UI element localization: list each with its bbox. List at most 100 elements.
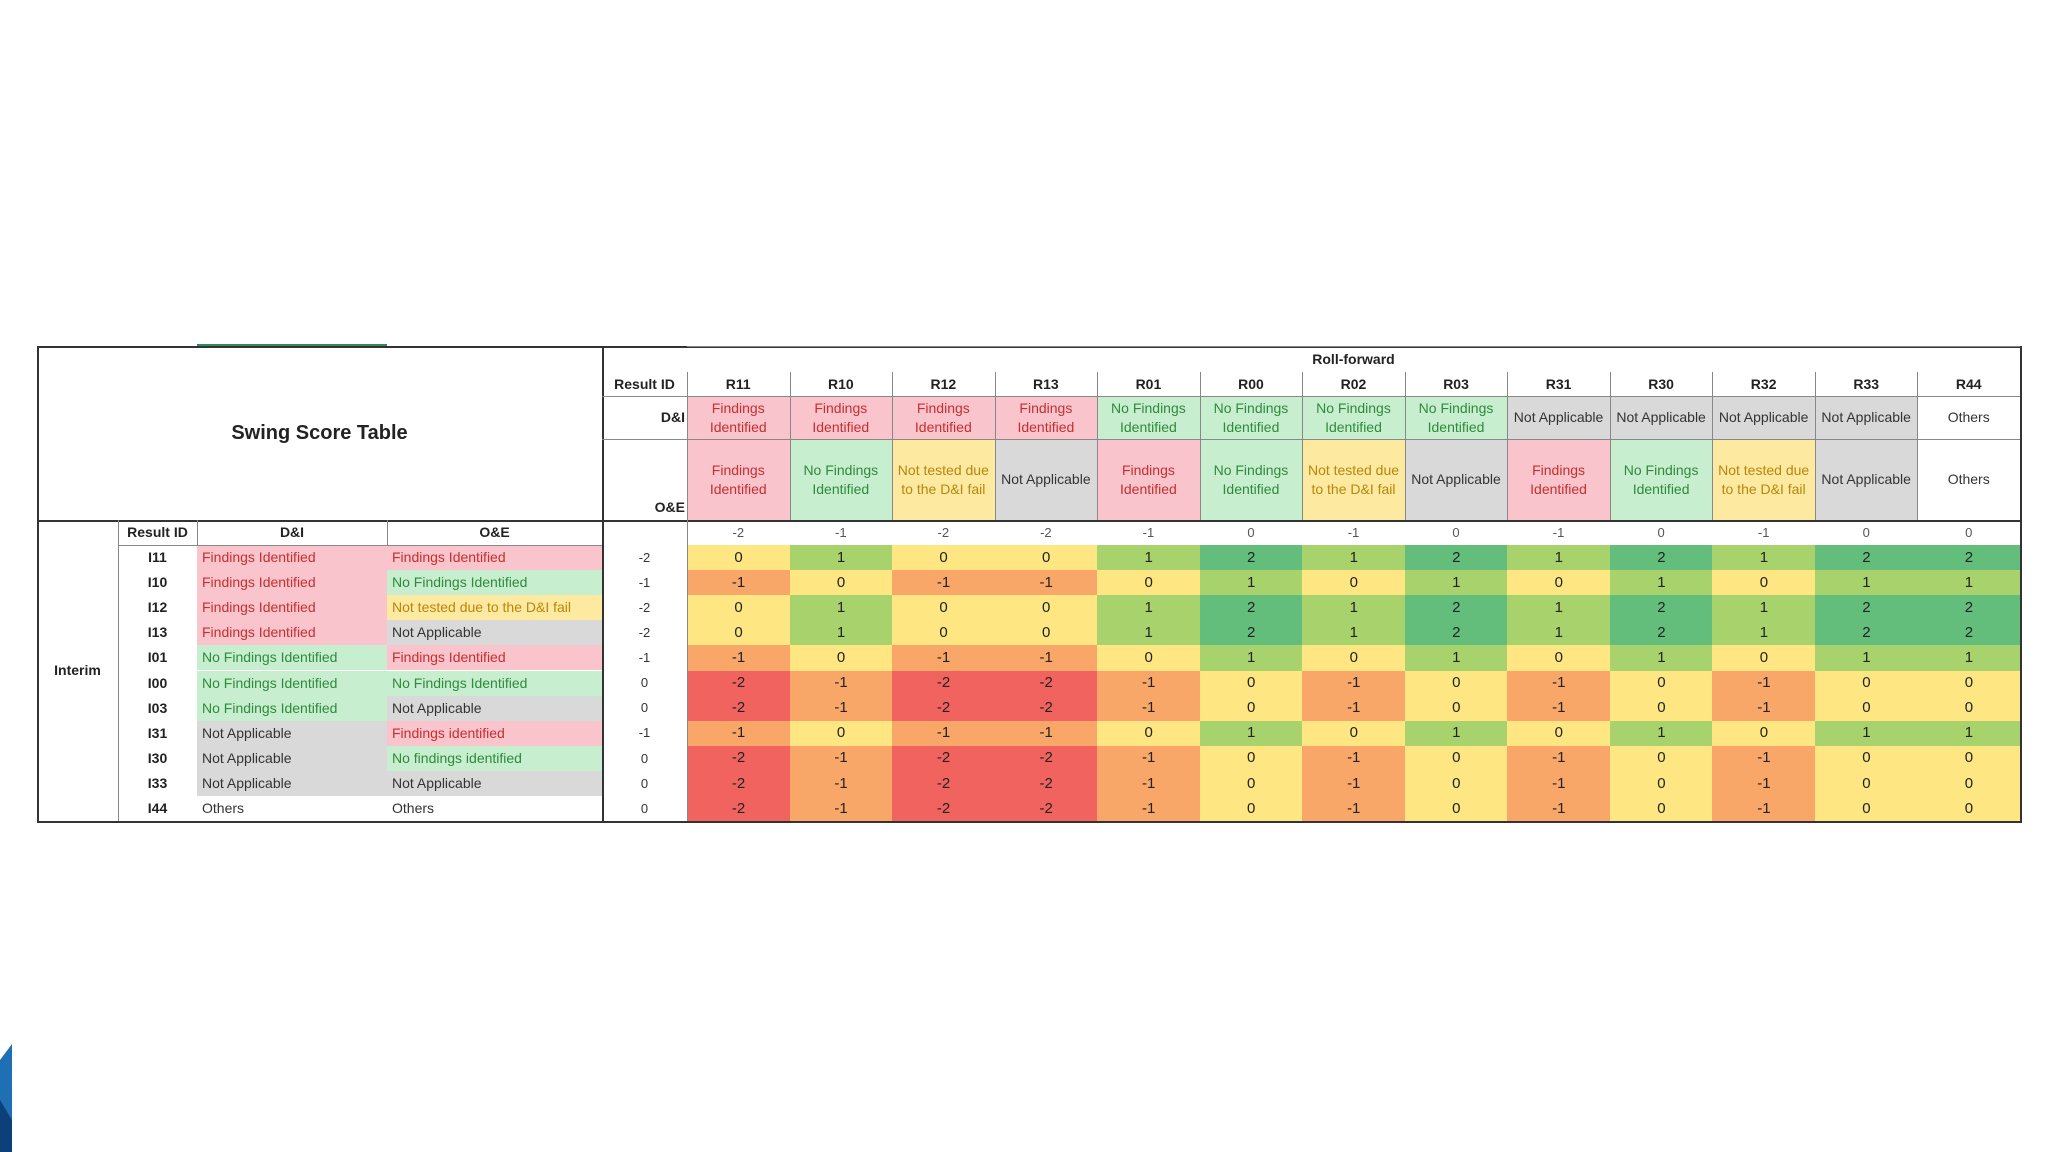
- column-oe: Not Applicable: [1814, 439, 1918, 520]
- column-oe: No Findings Identified: [1609, 439, 1713, 520]
- row-score: -2: [638, 599, 651, 615]
- row-id: I10: [147, 574, 168, 591]
- rule: [1404, 372, 1406, 520]
- column-oe: Others: [1917, 439, 2020, 520]
- column-oe: Findings Identified: [1507, 439, 1610, 520]
- score-cell: 2: [1609, 545, 1713, 571]
- score-cell: 0: [1814, 670, 1918, 697]
- score-cell: 2: [1917, 595, 2021, 621]
- column-score: 0: [1657, 524, 1665, 540]
- rule: [602, 346, 604, 822]
- score-cell: 0: [1097, 570, 1201, 596]
- column-oe: No Findings Identified: [1199, 439, 1303, 520]
- column-di: Findings Identified: [892, 396, 995, 439]
- score-cell: 0: [1404, 770, 1508, 797]
- column-oe: Not tested due to the D&I fail: [1712, 439, 1815, 520]
- row-di: Findings Identified: [197, 570, 387, 596]
- score-cell: -1: [1302, 695, 1406, 722]
- column-di: Findings Identified: [687, 396, 790, 439]
- score-cell: 0: [687, 595, 791, 621]
- score-cell: 1: [1609, 645, 1713, 671]
- column-id: R32: [1750, 375, 1777, 392]
- column-score: -1: [1552, 524, 1565, 540]
- score-cell: 0: [1814, 770, 1918, 797]
- score-cell: -1: [687, 645, 791, 671]
- row-score: -1: [638, 725, 651, 741]
- column-score: -1: [835, 524, 847, 540]
- score-cell: 0: [1814, 796, 1918, 822]
- score-cell: -1: [994, 645, 1098, 671]
- score-cell: 0: [1199, 770, 1303, 797]
- score-cell: 0: [1609, 796, 1713, 822]
- row-score: 0: [640, 800, 649, 816]
- column-id: R12: [930, 375, 957, 392]
- column-id: R44: [1955, 375, 1982, 392]
- score-cell: -1: [1507, 695, 1611, 722]
- rule: [2020, 346, 2022, 824]
- score-cell: 1: [1097, 620, 1201, 646]
- score-cell: -1: [789, 770, 893, 797]
- score-cell: 1: [1199, 720, 1303, 747]
- column-di: No Findings Identified: [1404, 396, 1508, 439]
- score-cell: -1: [994, 570, 1098, 596]
- row-oe: Findings Identified: [387, 545, 602, 571]
- score-cell: 0: [1302, 570, 1406, 596]
- column-id: R11: [725, 375, 751, 392]
- score-cell: 2: [1404, 620, 1508, 646]
- score-cell: 1: [1404, 570, 1508, 596]
- score-cell: -1: [1302, 796, 1406, 822]
- column-oe: Findings Identified: [1097, 439, 1200, 520]
- score-cell: -1: [1302, 670, 1406, 697]
- row-group-label: Interim: [54, 662, 101, 679]
- column-oe: Not tested due to the D&I fail: [892, 439, 995, 520]
- score-cell: -1: [1507, 770, 1611, 797]
- score-cell: 0: [1712, 720, 1816, 747]
- score-cell: -2: [892, 796, 996, 822]
- row-id: I03: [147, 699, 168, 716]
- score-cell: 0: [994, 620, 1098, 646]
- score-cell: 2: [1404, 595, 1508, 621]
- rule: [602, 439, 2020, 440]
- rule: [789, 372, 791, 520]
- rule: [387, 520, 388, 545]
- rule: [1507, 372, 1509, 520]
- row-id: I11: [148, 549, 167, 566]
- column-score: -2: [937, 524, 950, 540]
- rule: [1302, 372, 1304, 520]
- column-di: Not Applicable: [1507, 396, 1610, 439]
- row-oe: No findings identified: [387, 745, 602, 771]
- column-score: 0: [1965, 524, 1973, 540]
- score-cell: 1: [1199, 570, 1303, 596]
- row-di: No Findings Identified: [197, 670, 387, 696]
- score-cell: -2: [994, 745, 1098, 772]
- score-cell: 1: [1712, 595, 1816, 621]
- score-cell: 0: [1199, 695, 1303, 722]
- column-score: -2: [732, 524, 745, 540]
- score-cell: 2: [1814, 620, 1918, 646]
- score-cell: -2: [892, 670, 996, 697]
- score-cell: 0: [1404, 695, 1508, 722]
- score-cell: -2: [994, 770, 1098, 797]
- score-cell: 1: [1917, 720, 2021, 747]
- score-cell: -1: [892, 645, 996, 671]
- column-score: -1: [1757, 524, 1770, 540]
- row-oe: Findings identified: [387, 720, 602, 746]
- score-cell: -2: [892, 770, 996, 797]
- header-result-id: Result ID: [127, 524, 188, 541]
- score-cell: 1: [1712, 620, 1816, 646]
- score-cell: 1: [789, 595, 893, 621]
- score-cell: -1: [1097, 745, 1201, 772]
- score-cell: 2: [1199, 595, 1303, 621]
- score-cell: -2: [687, 695, 791, 722]
- score-cell: -1: [892, 570, 996, 596]
- column-oe: Not Applicable: [994, 439, 1098, 520]
- row-di: Findings Identified: [197, 545, 387, 571]
- score-cell: 0: [892, 595, 996, 621]
- row-oe: Not Applicable: [387, 620, 602, 646]
- score-cell: -1: [789, 796, 893, 822]
- score-cell: 0: [1507, 570, 1611, 596]
- score-cell: 0: [687, 545, 791, 571]
- score-cell: 0: [1814, 745, 1918, 772]
- score-cell: 0: [1917, 796, 2021, 822]
- score-cell: -1: [1712, 796, 1816, 822]
